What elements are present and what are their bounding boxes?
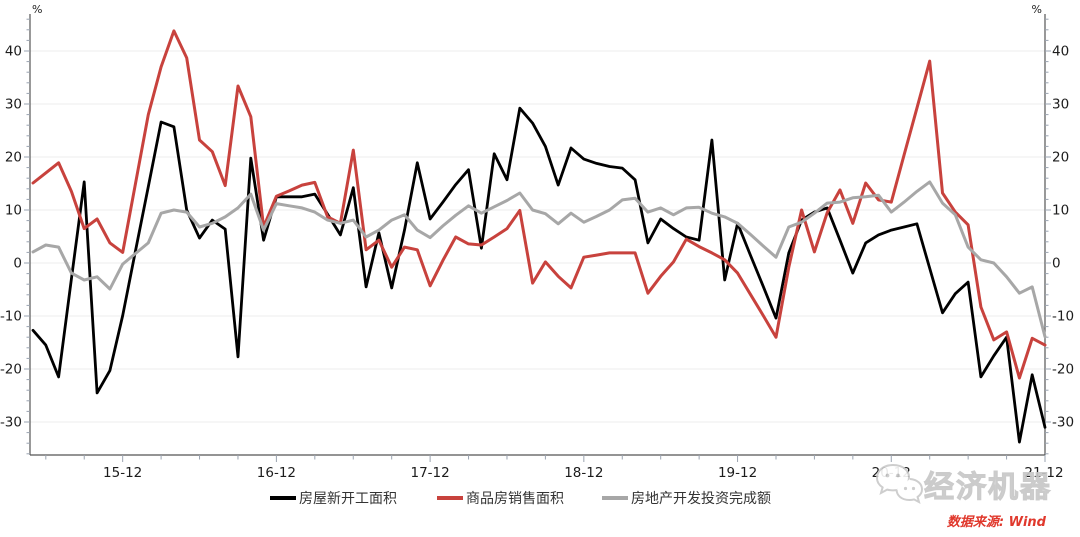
series-line-investment [31,180,1047,339]
legend-item-new-starts: 房屋新开工面积 [270,489,397,507]
y-axis-label-left: 10 [5,203,22,219]
x-axis-label: 19-12 [718,465,757,481]
y-axis-label-right: 10 [1052,203,1069,219]
x-axis-label: 15-12 [103,465,142,481]
y-axis-label-right: 20 [1052,150,1069,166]
y-axis-label-right: 40 [1052,44,1069,60]
y-axis-label-right: -20 [1052,362,1074,378]
y-axis-label-left: -30 [0,415,22,431]
legend-swatch-black [270,496,296,500]
y-axis-label-left: 20 [5,150,22,166]
legend-label-sales: 商品房销售面积 [466,491,564,507]
legend-item-sales: 商品房销售面积 [437,489,564,507]
percent-label-right: % [1032,3,1042,16]
series-line-new-starts [31,106,1047,444]
x-axis-label: 18-12 [564,465,603,481]
legend-label-investment: 房地产开发投资完成额 [631,491,771,507]
legend-swatch-gray [602,496,628,500]
series-line-sales [31,29,1047,380]
legend-swatch-red [437,496,463,500]
watermark-logo: 经济机器 [874,461,1052,507]
y-axis-label-left: 0 [13,256,22,272]
y-axis-label-left: -10 [0,309,22,325]
y-axis-label-right: -30 [1052,415,1074,431]
legend: 房屋新开工面积 商品房销售面积 房地产开发投资完成额 [0,489,1080,507]
y-axis-label-left: -20 [0,362,22,378]
percent-label-left: % [32,3,42,16]
y-axis-label-right: 30 [1052,97,1069,113]
x-axis-label: 21-12 [1024,465,1063,481]
x-axis-label: 17-12 [410,465,449,481]
watermark-text: 经济机器 [924,470,1052,506]
legend-label-new-starts: 房屋新开工面积 [299,491,397,507]
y-axis-label-right: -10 [1052,309,1074,325]
y-axis-label-right: 0 [1052,256,1061,272]
wechat-icon [875,463,924,504]
x-axis-label: 16-12 [257,465,296,481]
legend-item-investment: 房地产开发投资完成额 [602,489,771,507]
data-source-note: 数据来源: Wind [946,515,1046,530]
y-axis-label-left: 30 [5,97,22,113]
y-axis-label-left: 40 [5,44,22,60]
